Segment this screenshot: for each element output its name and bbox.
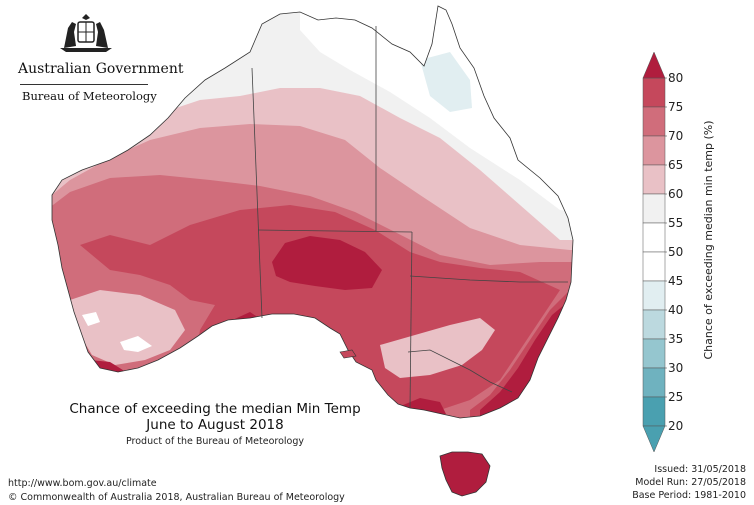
legend-swatch bbox=[642, 222, 666, 253]
legend-tick-label: 25 bbox=[668, 390, 683, 404]
legend-min-arrow bbox=[642, 425, 666, 453]
legend-swatch bbox=[642, 338, 666, 369]
legend-tick-label: 70 bbox=[668, 129, 683, 143]
legend-tick-label: 55 bbox=[668, 216, 683, 230]
mainland-coastline bbox=[51, 5, 574, 419]
legend-swatch bbox=[642, 396, 666, 427]
legend-tick-label: 65 bbox=[668, 158, 683, 172]
legend-label: Chance of exceeding median min temp (%) bbox=[702, 120, 715, 359]
base-period: Base Period: 1981-2010 bbox=[632, 490, 746, 501]
legend-tick-label: 80 bbox=[668, 71, 683, 85]
legend-swatch bbox=[642, 309, 666, 340]
organisation-name: Australian Government bbox=[18, 61, 184, 77]
coat-of-arms-icon bbox=[60, 14, 112, 52]
legend-tick-label: 60 bbox=[668, 187, 683, 201]
run-metadata: Issued: 31/05/2018 Model Run: 27/05/2018… bbox=[632, 463, 746, 502]
legend-tick-label: 30 bbox=[668, 361, 683, 375]
map-title-line2: June to August 2018 bbox=[146, 417, 284, 433]
model-run-date: Model Run: 27/05/2018 bbox=[635, 477, 746, 488]
state-borders bbox=[251, 26, 568, 409]
map-title: Chance of exceeding the median Min Temp … bbox=[30, 401, 400, 433]
legend-tick-label: 50 bbox=[668, 245, 683, 259]
legend-swatch bbox=[642, 280, 666, 311]
map-title-line1: Chance of exceeding the median Min Temp bbox=[69, 401, 361, 417]
copyright-notice: © Commonwealth of Australia 2018, Austra… bbox=[8, 492, 345, 503]
legend-swatch bbox=[642, 135, 666, 166]
tasmania-coastline bbox=[439, 451, 491, 497]
legend-swatch bbox=[642, 251, 666, 282]
agency-name: Bureau of Meteorology bbox=[22, 89, 157, 103]
legend-swatch bbox=[642, 193, 666, 224]
kangaroo-island bbox=[339, 349, 357, 359]
legend-max-arrow bbox=[642, 51, 666, 79]
legend-tick-label: 35 bbox=[668, 332, 683, 346]
legend-tick-label: 45 bbox=[668, 274, 683, 288]
legend-swatch bbox=[642, 367, 666, 398]
logo-divider bbox=[20, 84, 148, 85]
legend-tick-label: 40 bbox=[668, 303, 683, 317]
source-url: http://www.bom.gov.au/climate bbox=[8, 478, 157, 489]
legend-swatch bbox=[642, 77, 666, 108]
legend-tick-label: 75 bbox=[668, 100, 683, 114]
map-subtitle: Product of the Bureau of Meteorology bbox=[125, 436, 305, 447]
legend-swatch bbox=[642, 106, 666, 137]
legend-swatch bbox=[642, 164, 666, 195]
legend-tick-label: 20 bbox=[668, 419, 683, 433]
issued-date: Issued: 31/05/2018 bbox=[654, 464, 746, 475]
